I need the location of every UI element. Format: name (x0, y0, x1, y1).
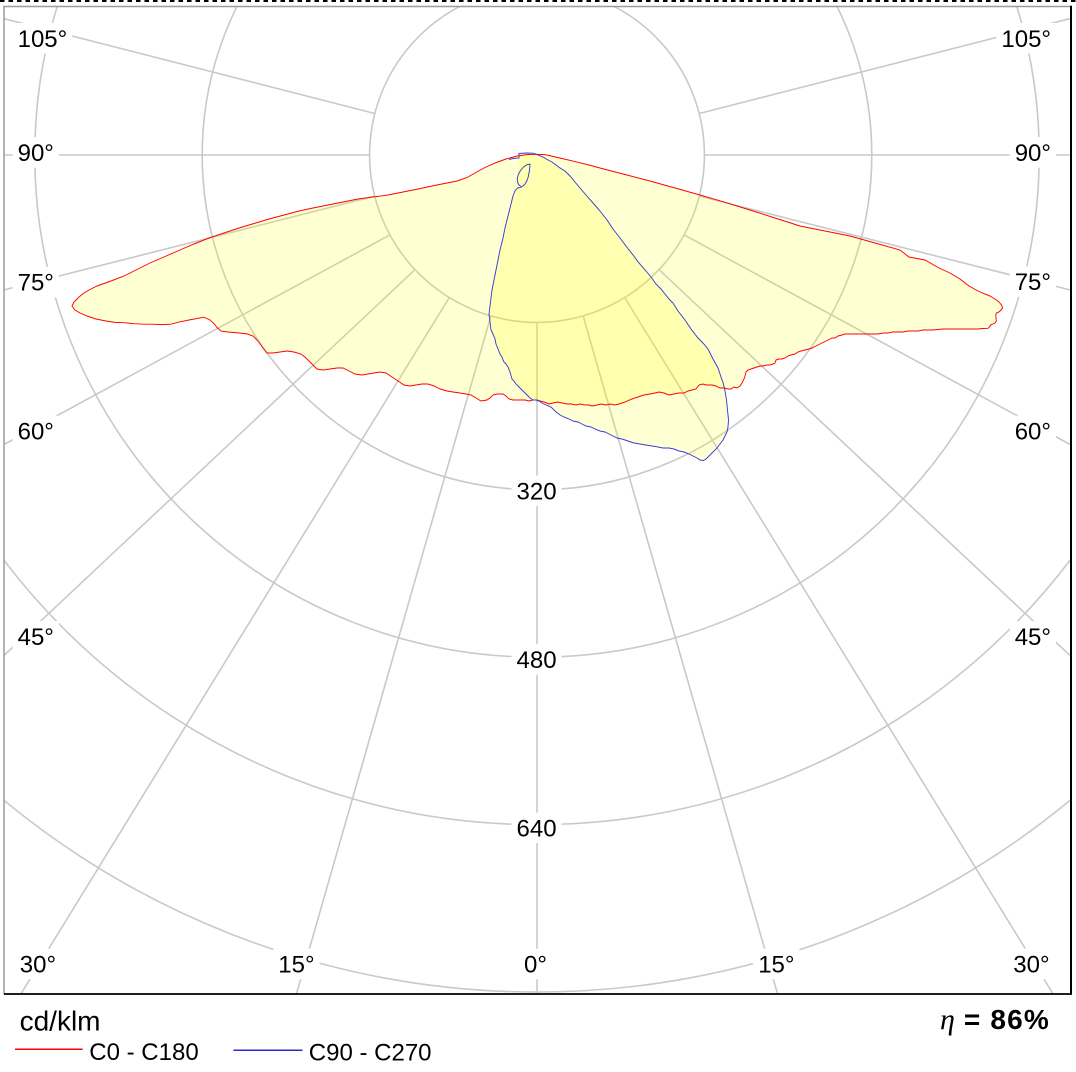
svg-text:30°: 30° (20, 952, 56, 979)
svg-text:45°: 45° (18, 624, 54, 651)
svg-text:30°: 30° (1013, 952, 1049, 979)
svg-text:105°: 105° (18, 26, 68, 53)
svg-text:105°: 105° (1001, 26, 1051, 53)
svg-text:15°: 15° (758, 952, 794, 979)
svg-text:C0 - C180: C0 - C180 (89, 1039, 198, 1066)
svg-text:75°: 75° (18, 270, 54, 297)
svg-text:45°: 45° (1015, 624, 1051, 651)
svg-text:60°: 60° (1015, 419, 1051, 446)
svg-text:480: 480 (517, 647, 557, 674)
svg-text:0°: 0° (524, 952, 547, 979)
svg-text:cd/klm: cd/klm (20, 1005, 101, 1036)
svg-text:320: 320 (517, 478, 557, 505)
svg-text:640: 640 (517, 815, 557, 842)
svg-text:90°: 90° (18, 140, 54, 167)
svg-text:90°: 90° (1015, 140, 1051, 167)
svg-text:15°: 15° (278, 952, 314, 979)
svg-text:60°: 60° (18, 419, 54, 446)
svg-text:C90 - C270: C90 - C270 (309, 1039, 432, 1066)
svg-text:η = 86%: η = 86% (940, 1003, 1050, 1036)
svg-text:75°: 75° (1015, 269, 1051, 296)
